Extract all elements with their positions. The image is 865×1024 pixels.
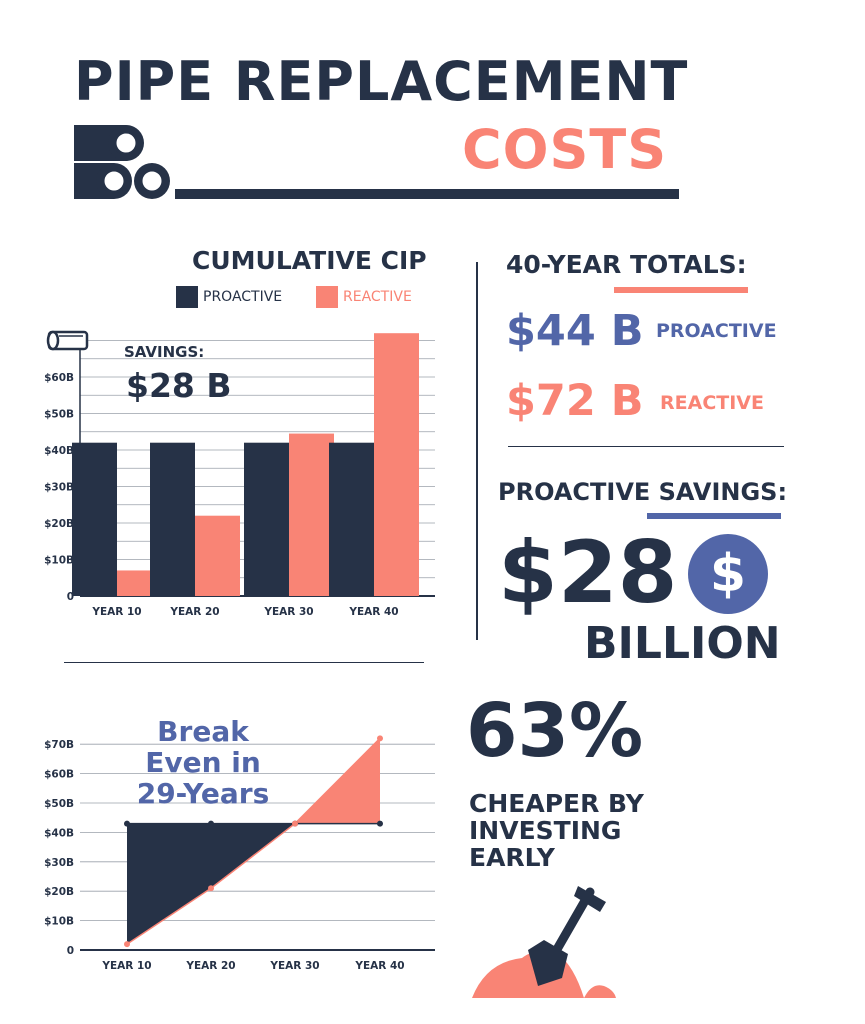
bar-proactive: [150, 442, 195, 596]
line-reactive: [126, 737, 381, 945]
bar-reactive: [289, 433, 334, 596]
proactive-savings-underline: [647, 513, 781, 519]
percent-cheaper: 63%: [466, 688, 644, 774]
bar-chart-title: CUMULATIVE CIP: [192, 246, 427, 275]
savings-label: SAVINGS:: [124, 343, 205, 361]
totals-divider: [508, 446, 784, 447]
y-tick-label: 0: [67, 591, 74, 603]
point-reactive: [377, 735, 383, 742]
y-tick-label: $10B: [44, 916, 74, 928]
reactive-total: $72 B: [506, 376, 644, 426]
cheaper-text: CHEAPER BY INVESTING EARLY: [469, 789, 644, 872]
break-even-annotation: Break Even in 29-Years: [136, 715, 270, 810]
x-tick-label: YEAR 20: [169, 606, 219, 618]
reactive-total-label: REACTIVE: [660, 392, 764, 414]
proactive-savings-amount: $28: [498, 523, 678, 623]
proactive-total: $44 B: [506, 306, 644, 356]
y-tick-label: $30B: [44, 857, 74, 869]
bar-proactive: [329, 442, 374, 596]
savings-value: $28 B: [126, 366, 232, 405]
area-proactive-excess: [127, 823, 295, 945]
y-tick-label: $60B: [44, 769, 74, 781]
point-reactive: [292, 820, 298, 827]
point-proactive: [124, 820, 130, 827]
y-tick-label: $10B: [44, 555, 74, 567]
break-even-chart: 0 $10B $20B $30B $40B $50B $60B $70B YEAR 10 YEA…: [44, 735, 435, 972]
pipe-icon: [46, 330, 89, 351]
point-proactive: [208, 820, 214, 827]
x-tick-label: YEAR 10: [91, 606, 141, 618]
x-tick-label: YEAR 10: [101, 960, 151, 972]
y-tick-label: $50B: [44, 798, 74, 810]
x-tick-label: YEAR 20: [185, 960, 235, 972]
y-tick-label: $20B: [44, 886, 74, 898]
bar-reactive: [374, 333, 419, 596]
y-tick-label: $60B: [44, 372, 74, 384]
x-tick-label: YEAR 30: [263, 606, 313, 618]
proactive-savings-title: PROACTIVE SAVINGS:: [498, 478, 788, 506]
y-tick-label: $40B: [44, 445, 74, 457]
legend-swatch-proactive: [176, 286, 198, 308]
bar-proactive: [244, 442, 289, 596]
page-title-costs: COSTS: [462, 118, 668, 181]
dollar-coin-icon: $: [688, 534, 768, 614]
proactive-savings-unit: BILLION: [584, 618, 781, 669]
y-tick-label: $20B: [44, 518, 74, 530]
bar-chart: 0 $10B $20B $30B $40B $50B $60B YEAR 10 YEAR 20…: [44, 330, 435, 618]
legend-label-reactive: REACTIVE: [343, 289, 412, 305]
pipes-icon: [74, 125, 170, 199]
y-tick-label: $50B: [44, 409, 74, 421]
proactive-total-label: PROACTIVE: [656, 320, 777, 342]
totals-title: 40-YEAR TOTALS:: [506, 250, 747, 279]
section-divider: [476, 262, 478, 640]
chart-divider: [64, 662, 424, 663]
title-underline: [175, 189, 679, 199]
x-tick-label: YEAR 30: [269, 960, 319, 972]
point-reactive: [124, 941, 130, 948]
x-tick-label: YEAR 40: [348, 606, 398, 618]
point-proactive: [377, 820, 383, 827]
legend-label-proactive: PROACTIVE: [203, 289, 283, 305]
page-title: PIPE REPLACEMENT: [74, 50, 689, 113]
x-tick-label: YEAR 40: [354, 960, 404, 972]
bar-reactive: [195, 515, 240, 596]
y-tick-label: $70B: [44, 739, 74, 751]
y-tick-label: $30B: [44, 482, 74, 494]
bar-proactive: [72, 442, 117, 596]
point-reactive: [208, 885, 214, 892]
y-tick-label: 0: [67, 945, 74, 957]
legend-swatch-reactive: [316, 286, 338, 308]
shovel-icon: [472, 886, 616, 998]
totals-underline: [614, 287, 748, 293]
y-tick-label: $40B: [44, 827, 74, 839]
